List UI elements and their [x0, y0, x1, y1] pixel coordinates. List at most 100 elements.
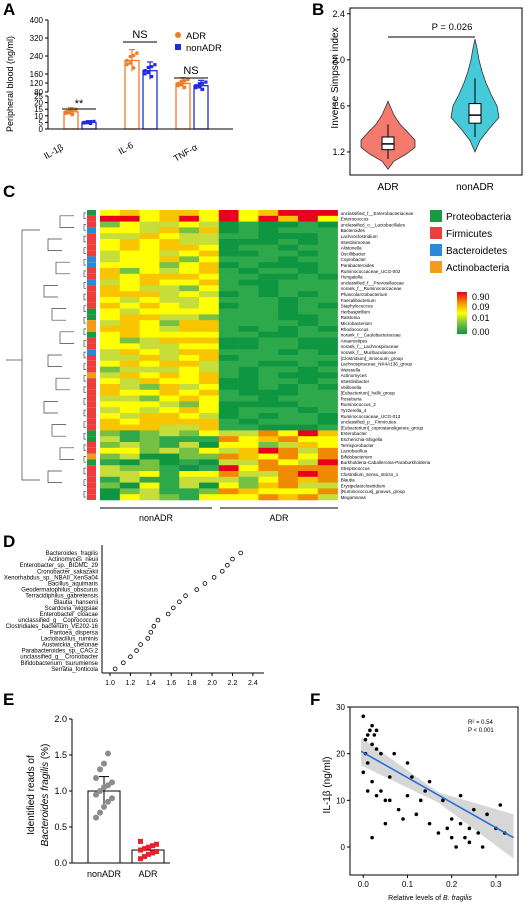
panel-c-cell: [139, 430, 160, 437]
panel-c-taxon-label: [Clostridium]_innocuum_group: [341, 356, 404, 361]
panel-b-chart: Inverse Simpson index 1.2 1.6 2.0 2.4 P = 0…: [330, 7, 523, 193]
panel-e-point-nonadr: [105, 750, 111, 757]
panel-a-ytick-label: 400: [30, 16, 44, 25]
panel-c-cell: [238, 360, 259, 367]
panel-c-dendro-branch: [55, 261, 70, 275]
panel-c-cell: [317, 471, 338, 478]
panel-c-cell: [278, 488, 299, 495]
panel-c-taxon-label: Herbaspirillum: [341, 309, 371, 314]
panel-c-cell: [139, 378, 160, 385]
panel-c-cell: [179, 494, 200, 501]
panel-c-dendro-leaf: [83, 258, 86, 266]
panel-c-cell: [119, 244, 140, 251]
panel-c-cell: [298, 308, 319, 315]
panel-c-cell: [179, 372, 200, 379]
panel-c-cell: [119, 279, 140, 286]
panel-c-cell: [159, 476, 180, 483]
panel-c-cell: [278, 384, 299, 391]
panel-c-cell: [100, 465, 121, 472]
panel-f-band-shape: [361, 737, 514, 859]
panel-f-regression-line: [360, 750, 514, 839]
panel-c-cell: [218, 262, 239, 269]
panel-f-point: [365, 733, 370, 737]
panel-f-point: [436, 831, 441, 835]
panel-c-cell: [199, 372, 220, 379]
panel-c-cell: [317, 244, 338, 251]
panel-a-point-nonadr: [92, 119, 96, 124]
panel-f-point: [361, 770, 366, 775]
panel-c-taxon-label: Erysipelatoclostridium: [341, 483, 386, 488]
panel-c-cell: [278, 355, 299, 362]
panel-c-cell: [298, 482, 319, 489]
panel-c-cell: [258, 482, 279, 489]
panel-c-cell: [218, 442, 239, 449]
panel-c-taxon-label: Faecalibacterium: [341, 298, 376, 303]
panel-c-cell: [258, 389, 279, 396]
panel-c-cell: [139, 285, 160, 292]
panel-b-ylabel: Inverse Simpson index: [330, 27, 341, 128]
panel-c-phylum-cell: [87, 459, 96, 466]
panel-c-cell: [238, 262, 259, 269]
panel-c-cell: [258, 227, 279, 234]
panel-c-cell: [278, 349, 299, 356]
panel-c-cell: [218, 459, 239, 466]
panel-c-taxon-label: unclassified_p__Firmicutes: [341, 420, 397, 425]
panel-d-category-label: Bacillus_aquimaris: [48, 582, 98, 588]
panel-c-cell: [139, 471, 160, 478]
panel-c-cell: [119, 210, 140, 217]
panel-c-cell: [159, 401, 180, 408]
panel-c-cell: [159, 349, 180, 356]
panel-c-cell: [179, 360, 200, 367]
panel-c-cell: [258, 459, 279, 466]
panel-c-cell: [159, 314, 180, 321]
panel-c-cell: [278, 279, 299, 286]
panel-c-cell: [258, 314, 279, 321]
panel-f-stat-r2: R² = 0.54: [468, 720, 494, 726]
panel-e-point-adr: [142, 854, 147, 860]
panel-c-phylum-cell: [87, 366, 96, 373]
panel-c-cell: [159, 471, 180, 478]
panel-f-xlabel-italic: B. fragilis: [443, 895, 472, 902]
panel-c-legend-label: Bacteroidetes: [446, 246, 507, 257]
panel-c-cell: [278, 471, 299, 478]
panel-c-cell: [238, 465, 259, 472]
panel-c-cell: [278, 314, 299, 321]
panel-c-phylum-cell: [87, 343, 96, 350]
panel-c-cell: [258, 320, 279, 327]
panel-c-cell: [100, 326, 121, 333]
panel-c-cell: [139, 239, 160, 246]
panel-c-cell: [139, 494, 160, 501]
panel-c-cell: [298, 314, 319, 321]
panel-c-cell: [317, 215, 338, 222]
panel-a-sig-2: NS: [132, 29, 147, 41]
panel-c-cell: [179, 401, 200, 408]
panel-f-xlabel-prefix: Relative levels of: [388, 895, 443, 902]
panel-c-colorbar-tick: 0.90: [472, 292, 490, 302]
panel-c-cell: [159, 331, 180, 338]
panel-c-cell: [179, 430, 200, 437]
panel-c-cell: [159, 256, 180, 263]
panel-f-point: [441, 798, 445, 803]
panel-c-cell: [218, 494, 239, 501]
panel-c-cell: [159, 302, 180, 309]
panel-c-cell: [238, 471, 259, 478]
panel-c-cell: [100, 331, 121, 338]
panel-c-cell: [317, 459, 338, 466]
panel-c-cell: [298, 459, 319, 466]
panel-c-phylum-cell: [87, 424, 96, 431]
panel-c-cell: [317, 239, 338, 246]
panel-c-cell: [218, 337, 239, 344]
panel-b-y-axis: 1.2 1.6 2.0 2.4: [332, 7, 523, 176]
panel-c-cell: [179, 389, 200, 396]
panel-a-point-nonadr: [89, 121, 93, 125]
panel-c-cell: [258, 436, 279, 443]
panel-c-cell: [278, 308, 299, 315]
panel-c-cell: [298, 227, 319, 234]
panel-c-taxon-label: Streptococcus: [341, 466, 371, 471]
panel-c-cell: [199, 314, 220, 321]
panel-c-cell: [258, 239, 279, 246]
panel-c-cell: [119, 326, 140, 333]
panel-c-dendro-leaf: [83, 386, 86, 394]
panel-c-cell: [179, 262, 200, 269]
panel-a-point-adr: [186, 77, 190, 82]
